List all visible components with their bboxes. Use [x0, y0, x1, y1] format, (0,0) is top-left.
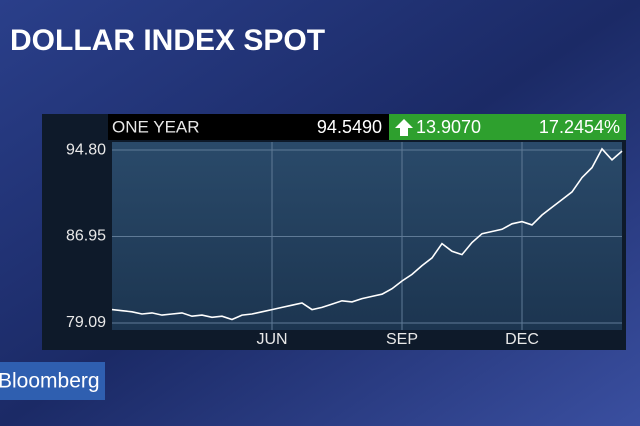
- y-tick-label: 86.95: [66, 228, 106, 245]
- x-tick-label: DEC: [505, 331, 539, 348]
- chart-title: DOLLAR INDEX SPOT: [10, 24, 325, 57]
- period-box: [108, 114, 278, 140]
- brand: Bloomberg: [0, 370, 100, 393]
- up-arrow: [395, 119, 413, 136]
- change-box: [389, 114, 626, 140]
- x-tick-label: SEP: [386, 331, 418, 348]
- period: ONE YEAR: [112, 117, 200, 136]
- line: [111, 147, 623, 321]
- brand-box: [0, 362, 105, 400]
- y-tick-label: 79.09: [66, 314, 106, 331]
- last-box: [278, 114, 389, 140]
- change-pct: 17.2454%: [539, 117, 620, 137]
- y-tick-label: 94.80: [66, 141, 106, 158]
- change: 13.9070: [416, 117, 481, 137]
- last-value: 94.5490: [317, 117, 382, 137]
- x-tick-label: JUN: [256, 331, 287, 348]
